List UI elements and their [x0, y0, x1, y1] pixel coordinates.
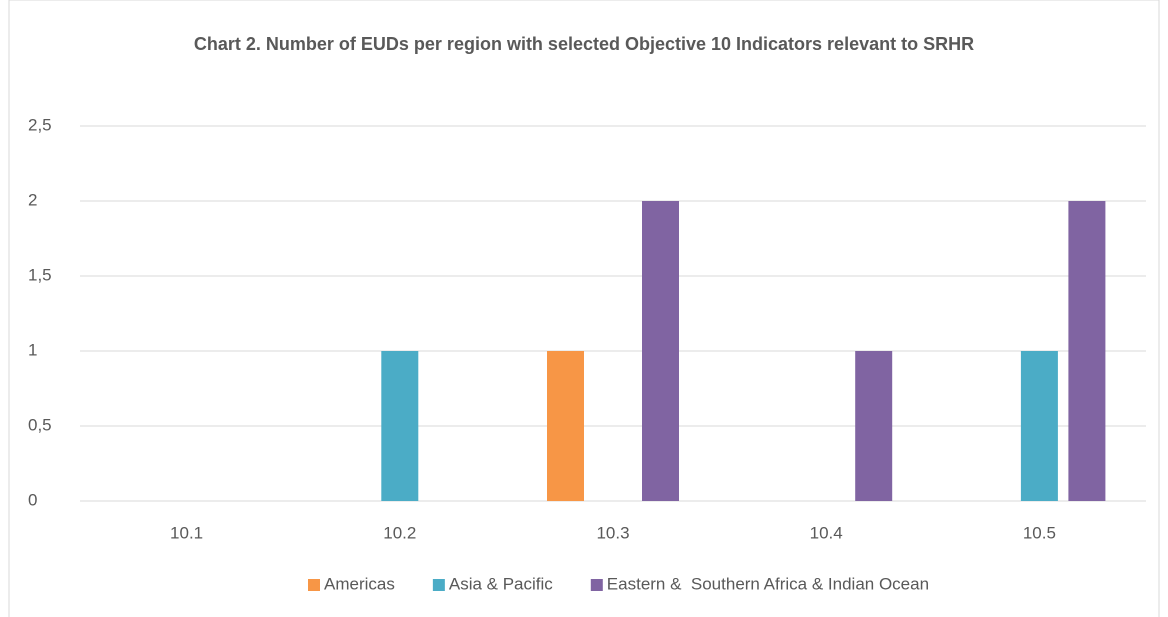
chart-frame [8, 0, 1160, 617]
x-tick-label: 10.4 [810, 523, 843, 542]
bar [1020, 351, 1058, 501]
bar [642, 201, 679, 501]
bar [1068, 201, 1106, 501]
legend-swatch [308, 579, 320, 591]
y-tick-label: 1,5 [28, 265, 52, 284]
x-tick-label: 10.1 [170, 523, 203, 542]
y-tick-label: 0 [28, 490, 37, 509]
legend-swatch [432, 579, 445, 591]
x-tick-label: 10.3 [596, 523, 629, 542]
x-tick-label: 10.2 [383, 523, 416, 542]
bar [855, 351, 893, 501]
bar [381, 351, 419, 501]
x-tick-label: 10.5 [1023, 523, 1056, 542]
chart-title: Chart 2. Number of EUDs per region with … [193, 34, 975, 54]
legend-swatch [590, 579, 603, 591]
bar [547, 351, 584, 501]
legend-label: Asia & Pacific [449, 574, 553, 593]
legend-label: Eastern & Southern Africa & Indian Ocean [607, 574, 929, 593]
legend-label: Americas [324, 574, 395, 593]
y-tick-label: 2,5 [28, 115, 52, 134]
y-tick-label: 0,5 [28, 415, 52, 434]
y-tick-label: 1 [28, 340, 37, 359]
y-tick-label: 2 [28, 190, 37, 209]
